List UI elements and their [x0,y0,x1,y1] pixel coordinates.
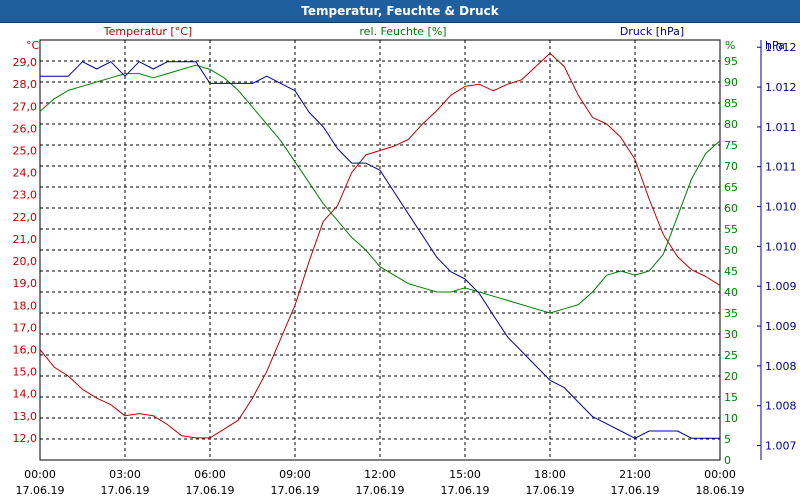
temperature-tick-label: 29,0 [13,56,38,69]
x-tick-date: 17.06.19 [271,484,320,497]
x-tick-time: 09:00 [279,468,311,481]
temperature-axis-label: Temperatur [°C] [103,25,192,38]
x-tick-date: 18.06.19 [696,484,745,497]
temperature-tick-label: 16,0 [13,343,38,356]
x-tick-date: 17.06.19 [16,484,65,497]
x-tick-date: 17.06.19 [526,484,575,497]
pressure-tick-label: 1.011 [765,121,797,134]
temperature-tick-label: 21,0 [13,233,38,246]
temperature-tick-label: 23,0 [13,189,38,202]
window-title: Temperatur, Feuchte & Druck [301,4,499,18]
humidity-axis-unit: % [725,39,735,52]
x-tick-date: 17.06.19 [186,484,235,497]
humidity-tick-label: 85 [724,97,738,110]
x-tick-time: 21:00 [619,468,651,481]
humidity-tick-label: 80 [724,118,738,131]
humidity-tick-label: 5 [724,433,731,446]
humidity-tick-label: 30 [724,328,738,341]
humidity-tick-label: 25 [724,349,738,362]
temperature-series-line [39,52,721,439]
pressure-tick-label: 1.009 [765,320,797,333]
pressure-tick-label: 1.010 [765,201,797,214]
grid [40,40,720,460]
temperature-tick-label: 26,0 [13,122,38,135]
humidity-tick-label: 20 [724,370,738,383]
humidity-tick-label: 75 [724,139,738,152]
plot-frame [39,39,721,461]
humidity-tick-label: 50 [724,244,738,257]
humidity-tick-label: 90 [724,76,738,89]
pressure-axis-unit: hPa [765,39,785,52]
pressure-tick-label: 1.009 [765,280,797,293]
x-tick-date: 17.06.19 [356,484,405,497]
axis-ticks: 00:00 17.06.19 03:00 17.06.19 06:00 17.06.19 0… [13,41,797,497]
temperature-tick-label: 18,0 [13,299,38,312]
temperature-tick-label: 28,0 [13,78,38,91]
x-tick-time: 00:00 [704,468,736,481]
temperature-axis-unit: °C [26,39,40,52]
temperature-tick-label: 20,0 [13,255,38,268]
humidity-tick-label: 55 [724,223,738,236]
series-lines [39,52,721,439]
x-tick-date: 17.06.19 [441,484,490,497]
x-tick-date: 17.06.19 [611,484,660,497]
pressure-tick-label: 1.008 [765,360,797,373]
humidity-tick-label: 95 [724,55,738,68]
humidity-tick-label: 60 [724,202,738,215]
temperature-tick-label: 27,0 [13,100,38,113]
humidity-tick-label: 40 [724,286,738,299]
humidity-axis-label: rel. Feuchte [%] [359,25,446,38]
temperature-tick-label: 14,0 [13,388,38,401]
x-tick-time: 15:00 [449,468,481,481]
x-tick-date: 17.06.19 [101,484,150,497]
temperature-tick-label: 25,0 [13,145,38,158]
x-tick-time: 06:00 [194,468,226,481]
temperature-tick-label: 13,0 [13,410,38,423]
humidity-tick-label: 15 [724,391,738,404]
humidity-tick-label: 35 [724,307,738,320]
pressure-tick-label: 1.012 [765,41,797,54]
x-tick-time: 18:00 [534,468,566,481]
temperature-tick-label: 12,0 [13,432,38,445]
window-titlebar: Temperatur, Feuchte & Druck [0,0,800,23]
humidity-tick-label: 70 [724,160,738,173]
temperature-tick-label: 24,0 [13,167,38,180]
pressure-tick-label: 1.007 [765,440,797,453]
temperature-tick-label: 15,0 [13,366,38,379]
humidity-tick-label: 45 [724,265,738,278]
pressure-axis-label: Druck [hPa] [620,25,684,38]
temperature-tick-label: 22,0 [13,211,38,224]
x-tick-time: 12:00 [364,468,396,481]
pressure-tick-label: 1.012 [765,81,797,94]
chart: °C Temperatur [°C] rel. Feuchte [%] % Dr… [13,25,797,497]
humidity-tick-label: 65 [724,181,738,194]
temperature-tick-label: 19,0 [13,277,38,290]
humidity-tick-label: 10 [724,412,738,425]
humidity-series-line [39,64,721,314]
pressure-series-line [40,61,720,439]
pressure-tick-label: 1.011 [765,161,797,174]
x-tick-time: 00:00 [24,468,56,481]
x-tick-time: 03:00 [109,468,141,481]
pressure-tick-label: 1.010 [765,240,797,253]
pressure-tick-label: 1.008 [765,400,797,413]
humidity-tick-label: 0 [724,454,731,467]
temperature-tick-label: 17,0 [13,321,38,334]
